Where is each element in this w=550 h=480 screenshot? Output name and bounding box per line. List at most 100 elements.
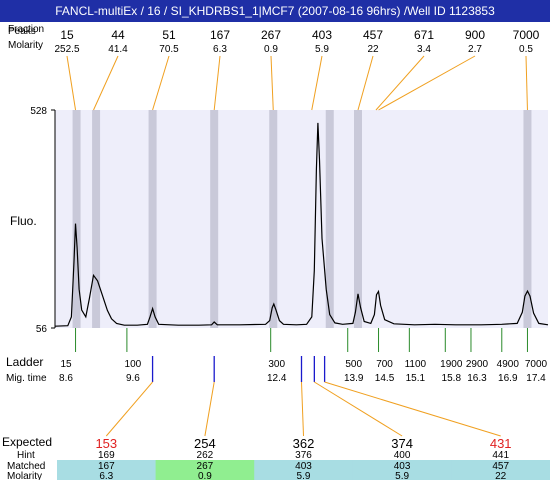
hint-value: 376 — [295, 450, 312, 461]
peak-connector — [66, 55, 77, 111]
ladder-time-label: 13.9 — [344, 373, 364, 384]
peak-molarity-label: 0.5 — [519, 44, 533, 55]
peak-band — [92, 110, 101, 328]
matched-cell — [451, 460, 550, 480]
ladder-time-label: 16.3 — [467, 373, 487, 384]
peak-size-label: 167 — [210, 28, 230, 42]
ladder-size-label: 7000 — [525, 359, 548, 370]
peak-size-label: 403 — [312, 28, 332, 42]
peak-molarity-label: 0.9 — [264, 44, 278, 55]
peak-size-label: 15 — [60, 28, 74, 42]
mig-time-label: Mig. time — [6, 373, 47, 384]
expected-value: 374 — [391, 436, 413, 451]
peak-size-label: 51 — [162, 28, 176, 42]
peak-connector — [378, 55, 476, 111]
peak-band — [269, 110, 278, 328]
molarity-value: 6.3 — [99, 471, 113, 480]
ladder-size-label: 1100 — [405, 359, 427, 370]
expected-connector — [324, 381, 501, 437]
window-title: FANCL-multiEx / 16 / SI_KHDRBS1_1|MCF7 (… — [0, 0, 550, 22]
expected-value: 254 — [194, 436, 216, 451]
peak-molarity-label: 252.5 — [54, 44, 79, 55]
ladder-size-label: 700 — [376, 359, 393, 370]
y-tick-max: 528 — [30, 106, 47, 117]
fraction-label: Fraction — [8, 24, 44, 35]
matched-cell — [155, 460, 255, 480]
peak-molarity-label: 5.9 — [315, 44, 329, 55]
plot-area — [55, 110, 548, 328]
peak-connector — [311, 55, 323, 111]
expected-connector — [204, 381, 215, 437]
ladder-time-label: 16.9 — [498, 373, 518, 384]
ladder-label: Ladder — [6, 355, 43, 369]
molarity-value: 5.9 — [297, 471, 311, 480]
matched-value: 267 — [197, 461, 214, 472]
peak-molarity-label: 6.3 — [213, 44, 227, 55]
fluorescence-trace — [54, 122, 549, 327]
expected-value: 153 — [95, 436, 117, 451]
ladder-time-label: 15.1 — [406, 373, 426, 384]
peak-connector — [525, 55, 528, 111]
hint-value: 262 — [197, 450, 214, 461]
ladder-size-label: 2900 — [466, 359, 489, 370]
peak-connector — [375, 55, 425, 111]
matched-value: 457 — [492, 461, 509, 472]
ladder-time-label: 12.4 — [267, 373, 287, 384]
peak-size-label: 44 — [111, 28, 125, 42]
peaks-label: Peaks — [8, 26, 36, 37]
matched-cell — [57, 460, 157, 480]
peak-molarity-label: 70.5 — [159, 44, 179, 55]
ladder-time-label: 14.5 — [375, 373, 395, 384]
ladder-time-label: 15.8 — [442, 373, 462, 384]
molarity-bottom-label: Molarity — [7, 471, 42, 480]
peak-connector — [152, 55, 170, 111]
peak-molarity-label: 2.7 — [468, 44, 482, 55]
peak-connector — [213, 55, 221, 111]
molarity-value: 0.9 — [198, 471, 212, 480]
ladder-time-label: 9.6 — [126, 373, 140, 384]
ladder-size-label: 300 — [268, 359, 285, 370]
ladder-time-label: 17.4 — [526, 373, 546, 384]
ladder-size-label: 4900 — [497, 359, 520, 370]
peak-size-label: 671 — [414, 28, 434, 42]
hint-value: 400 — [394, 450, 411, 461]
peak-size-label: 457 — [363, 28, 383, 42]
expected-connector — [105, 381, 153, 437]
expected-label: Expected — [2, 435, 52, 449]
peak-connector — [93, 55, 119, 111]
expected-value: 431 — [490, 436, 512, 451]
peak-band — [72, 110, 81, 328]
peak-molarity-label: 22 — [367, 44, 379, 55]
peak-band — [325, 110, 334, 328]
matched-value: 167 — [98, 461, 115, 472]
molarity-value: 5.9 — [395, 471, 409, 480]
molarity-value: 22 — [495, 471, 507, 480]
ladder-size-label: 100 — [125, 359, 142, 370]
hint-label: Hint — [17, 450, 35, 461]
matched-cell — [254, 460, 354, 480]
peak-band — [148, 110, 157, 328]
ladder-time-label: 8.6 — [59, 373, 73, 384]
peak-size-label: 267 — [261, 28, 281, 42]
peak-band — [523, 110, 532, 328]
peak-connector — [270, 55, 274, 111]
matched-label: Matched — [7, 461, 45, 472]
matched-value: 403 — [295, 461, 312, 472]
hint-value: 441 — [492, 450, 509, 461]
ladder-size-label: 500 — [345, 359, 362, 370]
molarity-label: Molarity — [8, 40, 43, 51]
hint-value: 169 — [98, 450, 115, 461]
y-tick-min: 56 — [36, 324, 48, 335]
peak-band — [353, 110, 362, 328]
expected-connector — [314, 381, 403, 437]
matched-cell — [352, 460, 452, 480]
ladder-size-label: 1900 — [440, 359, 463, 370]
peak-band — [210, 110, 219, 328]
matched-value: 403 — [394, 461, 411, 472]
peak-size-label: 900 — [465, 28, 485, 42]
fluo-label: Fluo. — [10, 214, 37, 228]
peak-molarity-label: 3.4 — [417, 44, 431, 55]
peak-molarity-label: 41.4 — [108, 44, 128, 55]
ladder-size-label: 15 — [60, 359, 72, 370]
